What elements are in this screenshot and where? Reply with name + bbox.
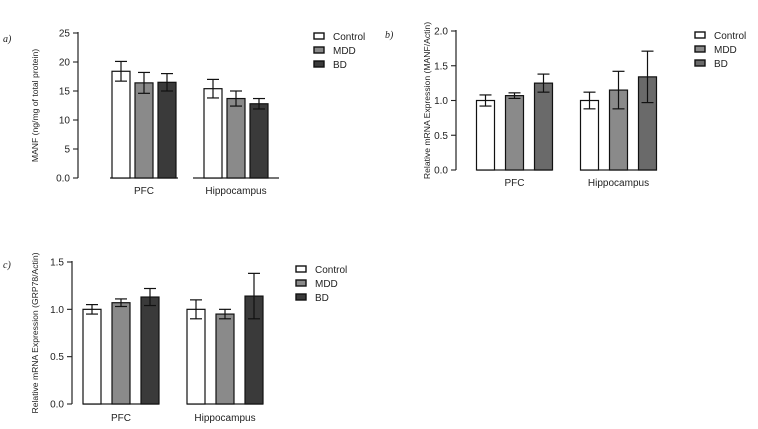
y-tick-label: 20 <box>59 58 71 69</box>
bar-mdd-pfc <box>111 302 131 405</box>
bar-control-pfc <box>111 70 131 179</box>
y-tick-label: 0.0 <box>50 400 64 411</box>
chart-panel-1: a) 0.0 5 10 15 20 25 MANF (ng/mg of total prote… <box>3 29 365 198</box>
y-axis-title: Relative mRNA Expression (MANF/Actin) <box>422 22 432 179</box>
legend-label: Control <box>714 31 746 42</box>
y-tick-label: 1.5 <box>50 258 64 269</box>
y-tick-label: 0.5 <box>50 352 64 363</box>
legend-swatch-control <box>295 265 307 273</box>
category-label: PFC <box>111 413 131 424</box>
y-tick-label: 1.0 <box>50 305 64 316</box>
legend-label: MDD <box>315 279 338 290</box>
y-tick-label: 2.0 <box>434 27 448 38</box>
y-axis-title: MANF (ng/mg of total protein) <box>30 49 40 162</box>
bar-bd-hippocampus <box>249 103 269 179</box>
y-tick-label: 25 <box>59 29 71 40</box>
legend-label: MDD <box>333 46 356 57</box>
y-tick-label: 5 <box>64 145 70 156</box>
category-label: Hippocampus <box>205 186 266 197</box>
category-label: PFC <box>505 178 525 189</box>
bar-mdd-pfc <box>134 82 154 179</box>
legend-swatch-control <box>313 32 325 40</box>
bar-mdd-hippocampus <box>226 97 246 179</box>
category-label: Hippocampus <box>588 178 649 189</box>
bar-mdd-hippocampus <box>215 313 235 405</box>
legend-swatch-control <box>694 31 706 39</box>
legend-swatch-bd <box>313 60 325 68</box>
bar-mdd-pfc <box>504 95 525 171</box>
chart-panel-3: c) 0.0 0.5 1.0 1.5 Relative mRNA Expression (… <box>3 252 347 424</box>
y-tick-label: 1.5 <box>434 61 448 72</box>
panel-label: a) <box>3 34 12 45</box>
y-tick-label: 10 <box>59 116 71 127</box>
y-tick-label: 1.0 <box>434 96 448 107</box>
panel-label: b) <box>385 30 394 41</box>
legend-label: Control <box>333 32 365 43</box>
category-label: Hippocampus <box>194 413 255 424</box>
bar-control-pfc <box>82 308 102 405</box>
category-label: PFC <box>134 186 154 197</box>
legend-swatch-mdd <box>694 45 706 53</box>
y-tick-label: 0.0 <box>434 166 448 177</box>
y-tick-label: 15 <box>59 87 71 98</box>
legend-label: MDD <box>714 45 737 56</box>
bar-control-pfc <box>475 99 496 171</box>
bar-control-hippocampus <box>186 308 206 405</box>
bar-bd-pfc <box>140 296 160 405</box>
legend-label: BD <box>333 60 347 71</box>
legend-label: BD <box>315 293 329 304</box>
legend-swatch-mdd <box>313 46 325 54</box>
bar-bd-pfc <box>533 82 554 171</box>
legend-swatch-mdd <box>295 279 307 287</box>
legend-label: Control <box>315 265 347 276</box>
y-tick-label: 0.5 <box>434 131 448 142</box>
bar-bd-pfc <box>157 81 177 179</box>
panel-label: c) <box>3 260 11 271</box>
y-axis-title: Relative mRNA Expression (GRP78/Actin) <box>30 252 40 413</box>
y-tick-label: 0.0 <box>56 174 70 185</box>
bar-control-hippocampus <box>203 88 223 179</box>
legend-label: BD <box>714 59 728 70</box>
legend-swatch-bd <box>694 59 706 67</box>
legend-swatch-bd <box>295 293 307 301</box>
bar-control-hippocampus <box>579 99 600 171</box>
